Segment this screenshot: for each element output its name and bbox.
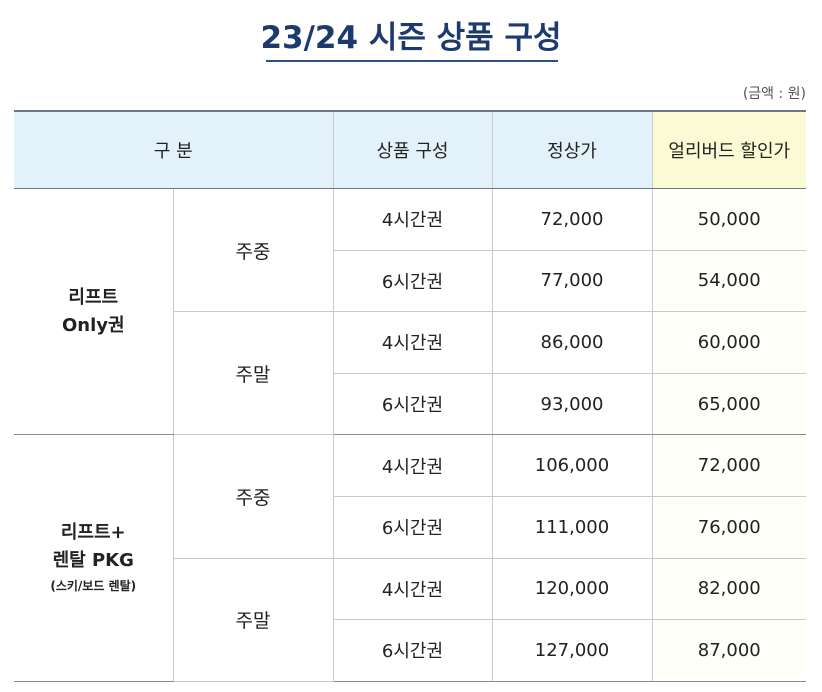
- product-cell: 6시간권: [333, 619, 493, 682]
- day-type-cell: 주중: [173, 188, 334, 313]
- product-cell: 4시간권: [333, 311, 493, 374]
- title-underline: [266, 60, 558, 62]
- category-note: (스키/보드 렌탈): [50, 579, 137, 594]
- table-row: 주말 4시간권 120,000 82,000: [14, 558, 806, 682]
- product-cell: 6시간권: [333, 496, 493, 559]
- day-type-cell: 주말: [173, 558, 334, 682]
- price-table: 구 분 상품 구성 정상가 얼리버드 할인가 리프트 Only권 주중 4시간권…: [14, 110, 806, 682]
- table-row: 주말 4시간권 86,000 60,000: [14, 311, 806, 436]
- category-cell-lift-only: 리프트 Only권: [14, 188, 174, 436]
- early-bird-price-cell: 54,000: [652, 250, 806, 313]
- page-title: 23/24 시즌 상품 구성: [260, 20, 562, 56]
- early-bird-price-cell: 82,000: [652, 558, 806, 621]
- table-row: 리프트+ 렌탈 PKG (스키/보드 렌탈) 주중 4시간권 106,000 7…: [14, 434, 806, 682]
- category-name-line1: 리프트: [68, 286, 119, 308]
- category-name-line1: 리프트+: [60, 522, 126, 544]
- regular-price-cell: 127,000: [492, 619, 653, 682]
- regular-price-cell: 86,000: [492, 311, 653, 374]
- table-row: 리프트 Only권 주중 4시간권 72,000 50,000: [14, 188, 806, 436]
- regular-price-cell: 106,000: [492, 434, 653, 497]
- table-row: 6시간권 127,000 87,000: [14, 619, 806, 682]
- early-bird-price-cell: 76,000: [652, 496, 806, 559]
- regular-price-cell: 77,000: [492, 250, 653, 313]
- category-name-line2: 렌탈 PKG: [52, 550, 134, 572]
- table-row: 6시간권 111,000 76,000: [14, 496, 806, 559]
- product-cell: 4시간권: [333, 558, 493, 621]
- category-cell-lift-rental: 리프트+ 렌탈 PKG (스키/보드 렌탈): [14, 434, 174, 682]
- product-cell: 6시간권: [333, 250, 493, 313]
- table-header-row: 구 분 상품 구성 정상가 얼리버드 할인가: [14, 110, 806, 189]
- header-category: 구 분: [14, 110, 334, 189]
- product-cell: 4시간권: [333, 188, 493, 251]
- unit-note: (금액 : 원): [742, 86, 806, 102]
- early-bird-price-cell: 72,000: [652, 434, 806, 497]
- header-product: 상품 구성: [333, 110, 493, 189]
- table-row: 6시간권 77,000 54,000: [14, 250, 806, 313]
- header-regular-price: 정상가: [492, 110, 653, 189]
- category-name-line2: Only권: [61, 314, 125, 336]
- product-cell: 6시간권: [333, 373, 493, 436]
- early-bird-price-cell: 50,000: [652, 188, 806, 251]
- regular-price-cell: 120,000: [492, 558, 653, 621]
- day-type-cell: 주중: [173, 434, 334, 559]
- early-bird-price-cell: 65,000: [652, 373, 806, 436]
- product-cell: 4시간권: [333, 434, 493, 497]
- table-row: 6시간권 93,000 65,000: [14, 373, 806, 436]
- early-bird-price-cell: 87,000: [652, 619, 806, 682]
- regular-price-cell: 93,000: [492, 373, 653, 436]
- day-type-cell: 주말: [173, 311, 334, 436]
- early-bird-price-cell: 60,000: [652, 311, 806, 374]
- regular-price-cell: 72,000: [492, 188, 653, 251]
- header-early-bird-price: 얼리버드 할인가: [652, 110, 806, 189]
- regular-price-cell: 111,000: [492, 496, 653, 559]
